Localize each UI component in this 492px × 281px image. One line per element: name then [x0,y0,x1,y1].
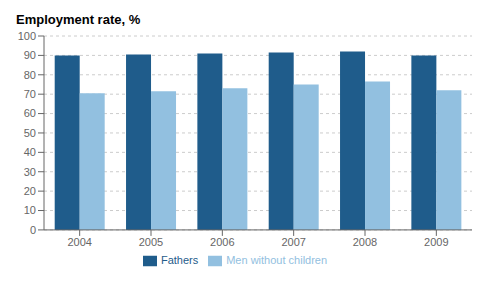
html-text:Men without children: Men without children [226,253,328,266]
svg-text:80: 80 [24,69,36,81]
svg-text:90: 90 [24,49,36,61]
svg-text:0: 0 [30,224,36,236]
svg-text:2007: 2007 [281,236,305,248]
svg-text:20: 20 [24,185,36,197]
html-text:Employment rate, %: Employment rate, % [16,12,141,27]
svg-text:40: 40 [24,146,36,158]
svg-text:70: 70 [24,88,36,100]
svg-text:2009: 2009 [424,236,448,248]
svg-text:50: 50 [24,127,36,139]
svg-text:2004: 2004 [67,236,91,248]
svg-text:10: 10 [24,204,36,216]
svg-text:100: 100 [18,30,36,42]
svg-text:2008: 2008 [353,236,377,248]
svg-text:30: 30 [24,166,36,178]
svg-text:2006: 2006 [210,236,234,248]
svg-text:2005: 2005 [139,236,163,248]
html-text:Fathers: Fathers [160,253,199,266]
svg-text:60: 60 [24,107,36,119]
